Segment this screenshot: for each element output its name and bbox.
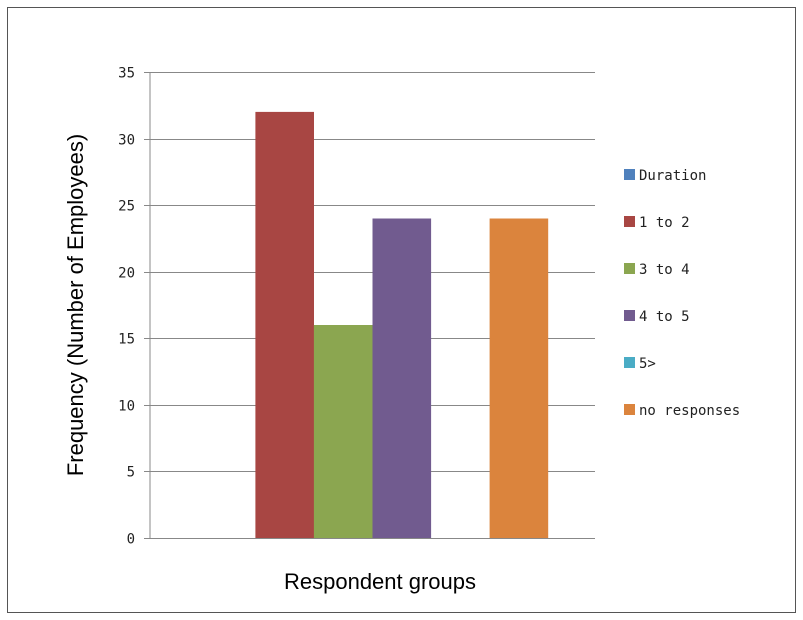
legend-label: 4 to 5 xyxy=(639,309,690,325)
legend-swatch xyxy=(624,169,635,180)
y-tick-label: 35 xyxy=(118,66,135,82)
legend-label: 1 to 2 xyxy=(639,215,690,231)
y-tick-label: 20 xyxy=(118,266,135,282)
legend-label: 3 to 4 xyxy=(639,262,690,278)
y-tick-labels: 0 5 10 15 20 25 30 35 xyxy=(118,66,135,548)
legend-swatch xyxy=(624,404,635,415)
y-axis-title: Frequency (Number of Employees) xyxy=(63,134,88,476)
legend-label: no responses xyxy=(639,403,740,419)
y-tick-label: 10 xyxy=(118,399,135,415)
legend: Duration 1 to 2 3 to 4 4 to 5 5> no responses xyxy=(624,168,740,419)
bar-1-to-2 xyxy=(255,111,314,539)
y-tick-label: 30 xyxy=(118,133,135,149)
bars xyxy=(255,111,549,539)
x-axis-title: Respondent groups xyxy=(284,569,476,594)
legend-swatch xyxy=(624,310,635,321)
legend-swatch xyxy=(624,216,635,227)
y-tick-label: 0 xyxy=(127,532,135,548)
legend-swatch xyxy=(624,263,635,274)
bar-4-to-5 xyxy=(372,218,432,538)
y-tick-label: 25 xyxy=(118,199,135,215)
y-tick-label: 5 xyxy=(127,465,135,481)
bar-3-to-4 xyxy=(313,325,373,538)
legend-label: 5> xyxy=(639,356,656,372)
legend-swatch xyxy=(624,357,635,368)
bar-no-responses xyxy=(489,218,549,538)
y-tick-label: 15 xyxy=(118,332,135,348)
legend-label: Duration xyxy=(639,168,706,184)
